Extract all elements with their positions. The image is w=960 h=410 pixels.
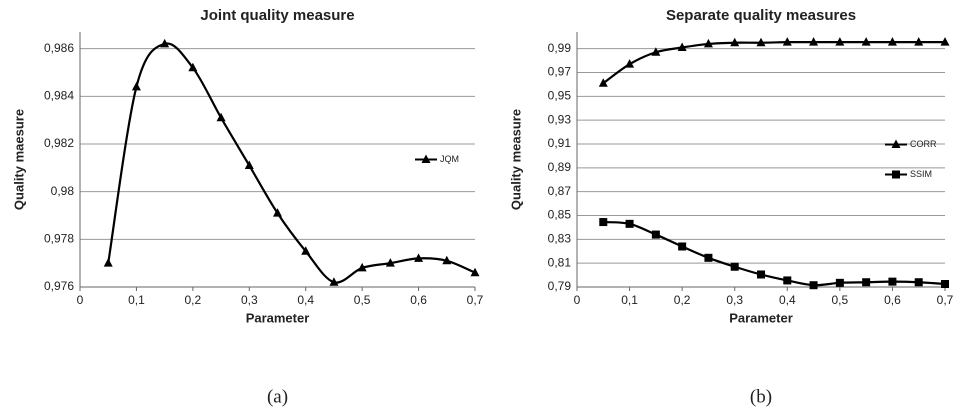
x-tick-label: 0,7: [467, 293, 484, 307]
marker: [809, 281, 818, 290]
marker: [887, 37, 897, 46]
x-tick-label: 0,6: [884, 293, 901, 307]
y-tick-label: 0,87: [548, 184, 572, 198]
marker: [470, 267, 480, 277]
marker: [357, 262, 367, 272]
y-tick-label: 0,984: [44, 89, 74, 103]
marker: [103, 258, 113, 267]
marker: [703, 38, 713, 48]
x-tick-label: 0,1: [621, 293, 638, 307]
marker: [835, 37, 845, 46]
marker: [678, 242, 687, 251]
marker: [273, 208, 282, 217]
marker: [809, 37, 819, 46]
y-tick-label: 0,95: [548, 89, 572, 103]
marker: [862, 278, 871, 287]
x-axis-label: Parameter: [246, 310, 310, 325]
marker: [385, 258, 395, 267]
marker: [598, 78, 608, 87]
x-tick-label: 0,5: [354, 293, 371, 307]
series-line: [107, 42, 476, 284]
marker: [216, 112, 226, 122]
marker: [888, 277, 897, 286]
x-tick-label: 0: [77, 293, 84, 307]
marker: [704, 253, 713, 262]
y-axis-label: Quality maesure: [11, 109, 26, 210]
marker: [625, 219, 634, 228]
marker: [329, 277, 339, 286]
marker: [835, 278, 844, 287]
y-tick-label: 0,81: [548, 255, 572, 269]
marker: [756, 37, 766, 47]
x-tick-label: 0,4: [779, 293, 796, 307]
marker: [941, 280, 949, 289]
y-tick-label: 0,85: [548, 208, 572, 222]
marker: [861, 37, 871, 46]
chart-title: Joint quality measure: [200, 7, 354, 24]
x-tick-label: 0,5: [832, 293, 849, 307]
marker: [914, 278, 923, 287]
marker: [891, 139, 901, 148]
x-tick-label: 0,4: [297, 293, 314, 307]
y-tick-label: 0,93: [548, 112, 572, 126]
marker: [677, 42, 687, 51]
marker: [940, 37, 950, 46]
marker: [651, 230, 660, 239]
marker: [160, 38, 170, 48]
marker: [730, 37, 740, 47]
marker: [131, 81, 141, 91]
x-tick-label: 0,2: [674, 293, 691, 307]
y-axis-label: Quality measure: [508, 109, 523, 210]
marker: [757, 270, 765, 279]
y-tick-label: 0,982: [44, 136, 74, 150]
y-tick-label: 0,976: [44, 279, 74, 293]
x-tick-label: 0,1: [128, 293, 145, 307]
y-tick-label: 0,98: [51, 184, 75, 198]
marker: [188, 62, 198, 72]
x-tick-label: 0,7: [937, 293, 954, 307]
caption: (a): [267, 386, 288, 407]
x-tick-label: 0,3: [241, 293, 258, 307]
marker: [730, 262, 739, 271]
caption: (b): [750, 386, 772, 407]
x-tick-label: 0,3: [726, 293, 743, 307]
legend-label: SSIM: [910, 169, 932, 179]
marker: [421, 154, 431, 163]
y-tick-label: 0,986: [44, 41, 74, 55]
x-tick-label: 0: [574, 293, 581, 307]
chart-title: Separate quality measures: [666, 7, 856, 24]
x-axis-label: Parameter: [729, 310, 793, 325]
marker: [651, 47, 661, 56]
y-tick-label: 0,79: [548, 279, 572, 293]
y-tick-label: 0,99: [548, 41, 572, 55]
marker: [599, 218, 608, 227]
marker: [782, 37, 792, 46]
y-tick-label: 0,97: [548, 65, 572, 79]
y-tick-label: 0,89: [548, 160, 572, 174]
marker: [442, 255, 452, 265]
x-tick-label: 0,2: [185, 293, 202, 307]
x-tick-label: 0,6: [410, 293, 427, 307]
y-tick-label: 0,83: [548, 232, 572, 246]
marker: [301, 246, 311, 255]
y-tick-label: 0,91: [548, 136, 572, 150]
legend-label: JQM: [440, 154, 459, 164]
marker: [625, 59, 635, 68]
marker: [414, 253, 424, 262]
marker: [914, 37, 924, 46]
marker: [244, 160, 254, 169]
legend-label: CORR: [910, 139, 937, 149]
marker: [892, 170, 900, 179]
marker: [783, 276, 792, 285]
y-tick-label: 0,978: [44, 232, 74, 246]
